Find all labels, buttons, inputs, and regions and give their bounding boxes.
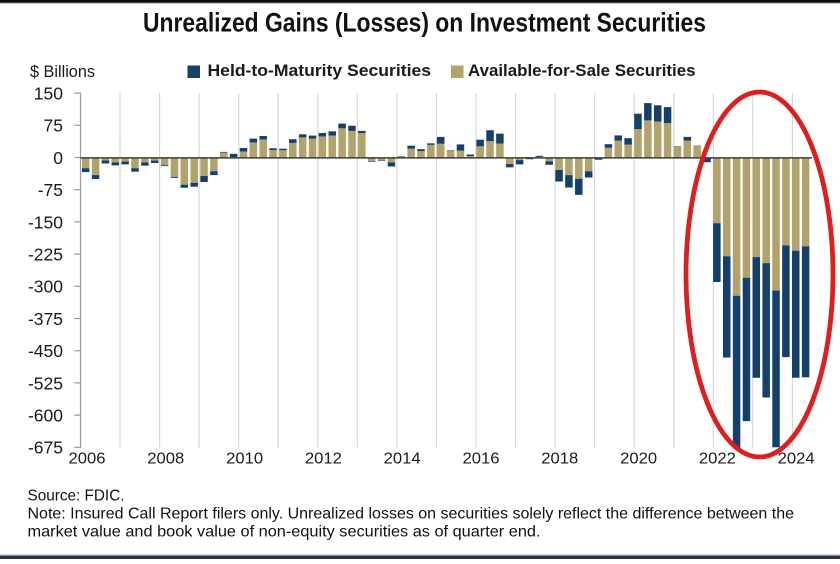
svg-text:Source: FDIC.: Source: FDIC. — [28, 487, 125, 504]
svg-text:-375: -375 — [28, 309, 63, 329]
svg-text:0: 0 — [53, 148, 63, 168]
svg-text:-225: -225 — [28, 245, 63, 265]
svg-text:150: 150 — [34, 84, 63, 104]
svg-text:$ Billions: $ Billions — [30, 62, 95, 81]
svg-text:Available-for-Sale Securities: Available-for-Sale Securities — [468, 62, 696, 80]
svg-text:2022: 2022 — [699, 451, 736, 468]
svg-text:2024: 2024 — [778, 451, 815, 468]
svg-text:2006: 2006 — [69, 451, 106, 468]
svg-text:-450: -450 — [28, 341, 63, 361]
svg-text:Unrealized Gains (Losses) on I: Unrealized Gains (Losses) on Investment … — [143, 8, 706, 38]
svg-text:2014: 2014 — [384, 451, 421, 468]
svg-text:-600: -600 — [28, 406, 63, 426]
svg-text:2016: 2016 — [463, 451, 500, 468]
svg-text:-150: -150 — [28, 212, 63, 232]
svg-text:2020: 2020 — [620, 451, 657, 468]
svg-text:75: 75 — [44, 116, 63, 136]
svg-text:-300: -300 — [28, 277, 63, 297]
svg-text:market value and book value of: market value and book value of non-equit… — [28, 524, 541, 541]
svg-text:Note: Insured Call Report file: Note: Insured Call Report filers only. U… — [28, 506, 795, 523]
svg-text:2010: 2010 — [226, 451, 263, 468]
svg-text:-525: -525 — [28, 373, 63, 393]
svg-text:-75: -75 — [38, 180, 63, 200]
svg-text:Held-to-Maturity Securities: Held-to-Maturity Securities — [208, 62, 432, 80]
svg-text:-675: -675 — [28, 438, 63, 458]
svg-text:2008: 2008 — [147, 451, 184, 468]
svg-text:2018: 2018 — [541, 451, 578, 468]
svg-text:2012: 2012 — [305, 451, 342, 468]
